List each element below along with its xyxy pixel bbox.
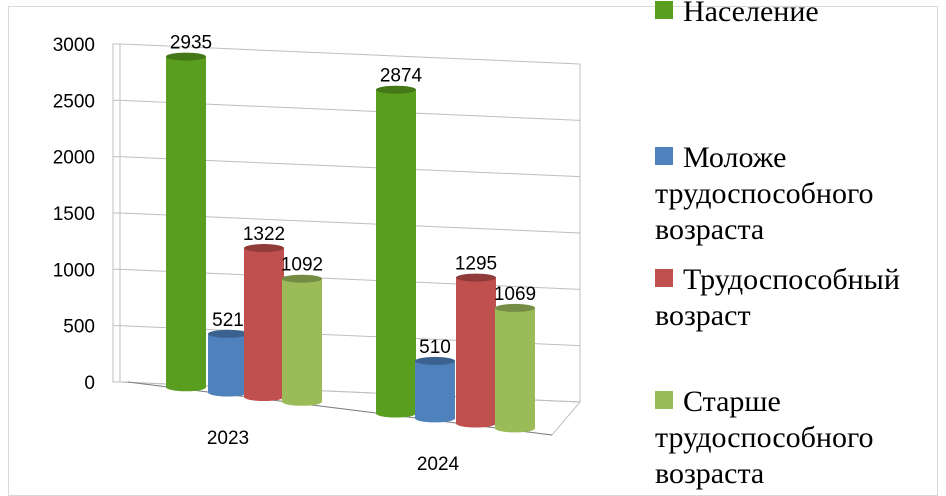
bar — [166, 52, 206, 392]
bar-body — [244, 248, 284, 401]
bar — [495, 303, 535, 433]
data-label: 510 — [419, 337, 451, 358]
y-tick-label: 0 — [84, 373, 95, 394]
gridline — [119, 43, 581, 65]
bar-top — [244, 244, 284, 253]
bar-top — [415, 356, 455, 365]
bar — [415, 356, 455, 423]
x-tick-label: 2023 — [207, 428, 249, 449]
bar — [244, 244, 284, 401]
y-tick-label: 3000 — [53, 35, 95, 56]
y-tick-label: 1500 — [53, 204, 95, 225]
bar-body — [376, 89, 416, 418]
y-tick-label: 2000 — [53, 148, 95, 169]
data-label: 1092 — [281, 255, 323, 276]
bar-body — [282, 278, 322, 406]
bar — [282, 274, 322, 406]
bar-top — [376, 85, 416, 94]
bar-top — [208, 329, 248, 338]
data-label: 2874 — [380, 66, 423, 87]
bar-body — [415, 360, 455, 423]
data-label: 1069 — [494, 284, 536, 305]
bar-body — [166, 56, 206, 392]
bar-top — [282, 274, 322, 283]
y-tick-label: 500 — [63, 317, 95, 338]
x-tick-label: 2024 — [417, 454, 460, 475]
data-label: 1295 — [455, 254, 497, 275]
data-label: 1322 — [243, 224, 285, 245]
bar-top — [495, 303, 535, 312]
data-label: 2935 — [170, 33, 212, 54]
bar-body — [495, 307, 535, 433]
y-tick-label: 2500 — [53, 91, 95, 112]
bar — [456, 273, 496, 428]
bar-body — [456, 277, 496, 428]
y-tick-label: 1000 — [53, 260, 95, 281]
bar-top — [166, 52, 206, 61]
bar — [208, 329, 248, 397]
chart-plot: 0 500 1000 1500 2000 2500 3000 2023 2024 2935 521 1… — [53, 33, 582, 475]
bar-top — [456, 273, 496, 282]
bar — [376, 85, 416, 418]
data-label: 521 — [212, 310, 244, 331]
bar-body — [208, 333, 248, 397]
chart: 0 500 1000 1500 2000 2500 3000 2023 2024 2935 521 1… — [8, 0, 938, 496]
